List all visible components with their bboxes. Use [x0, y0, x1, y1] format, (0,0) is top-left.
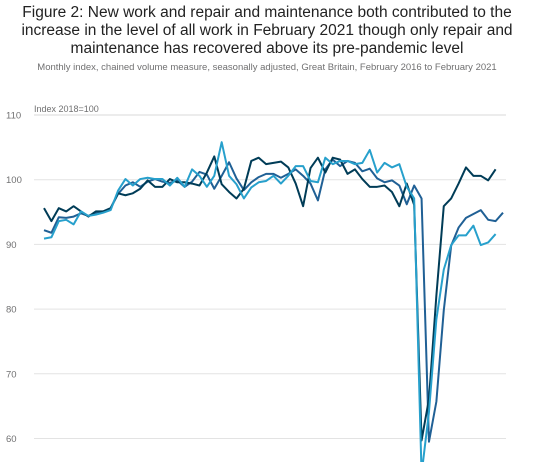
- y-tick-label: 70: [6, 369, 17, 380]
- series-line: [43, 158, 504, 443]
- y-tick-label: 100: [6, 175, 22, 186]
- chart-title-line: Figure 2: New work and repair and mainte…: [22, 4, 512, 21]
- y-tick-labels: 60 70 80 90 100 110: [6, 111, 22, 446]
- y-tick-label: 90: [6, 240, 17, 251]
- series-line: [43, 141, 497, 462]
- series-lines: [43, 141, 504, 462]
- chart-title-line: increase in the level of all work in Feb…: [21, 22, 513, 39]
- y-axis-unit-label: Index 2018=100: [34, 104, 99, 114]
- y-tick-label: 60: [6, 434, 17, 445]
- chart-title: Figure 2: New work and repair and mainte…: [0, 4, 534, 58]
- y-tick-label: 110: [6, 111, 21, 122]
- gridlines: [34, 114, 506, 439]
- y-tick-label: 80: [6, 305, 17, 316]
- chart-title-line: maintenance has recovered above its pre-…: [70, 40, 464, 57]
- chart-subtitle: Monthly index, chained volume measure, s…: [37, 62, 497, 73]
